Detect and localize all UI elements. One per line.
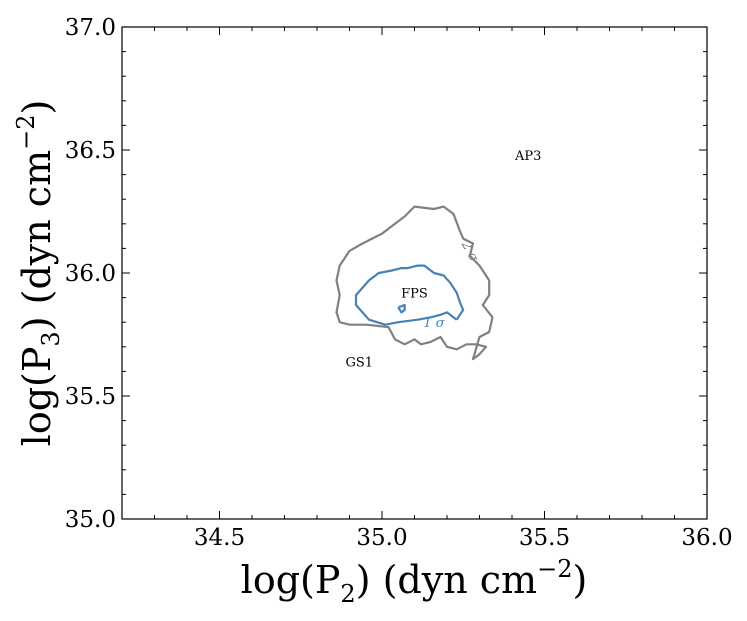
contour-layer: 1 σ 2 σ <box>335 205 494 361</box>
contour-1sigma <box>397 303 406 314</box>
y-tick-label: 37.0 <box>65 15 116 41</box>
contour-2sigma <box>335 205 494 361</box>
contour-1sigma <box>354 264 465 326</box>
contour-label-1sigma: 1 σ <box>423 316 445 331</box>
y-tick-label: 36.0 <box>65 261 116 287</box>
y-tick-label: 35.0 <box>65 507 116 533</box>
x-tick-label: 35.0 <box>356 525 407 551</box>
ticks-layer: 34.5 35.0 35.5 36.0 35.0 35.5 36.0 36.5 37.0 <box>65 15 733 551</box>
annotation-ap3: AP3 <box>514 149 541 164</box>
x-tick-label: 36.0 <box>681 525 732 551</box>
x-axis-title: log(P2) (dyn cm−2) <box>241 555 588 608</box>
annotation-fps: FPS <box>401 287 428 302</box>
annotation-layer: AP3 FPS GS1 <box>345 149 541 371</box>
contour-label-2sigma: 2 σ <box>458 238 482 266</box>
plot-frame <box>121 26 708 520</box>
x-tick-label: 34.5 <box>194 525 245 551</box>
y-tick-label: 36.5 <box>65 138 116 164</box>
y-tick-label: 35.5 <box>65 384 116 410</box>
x-tick-label: 35.5 <box>519 525 570 551</box>
annotation-gs1: GS1 <box>345 355 373 370</box>
y-axis-title: log(P3) (dyn cm−2) <box>12 100 65 447</box>
